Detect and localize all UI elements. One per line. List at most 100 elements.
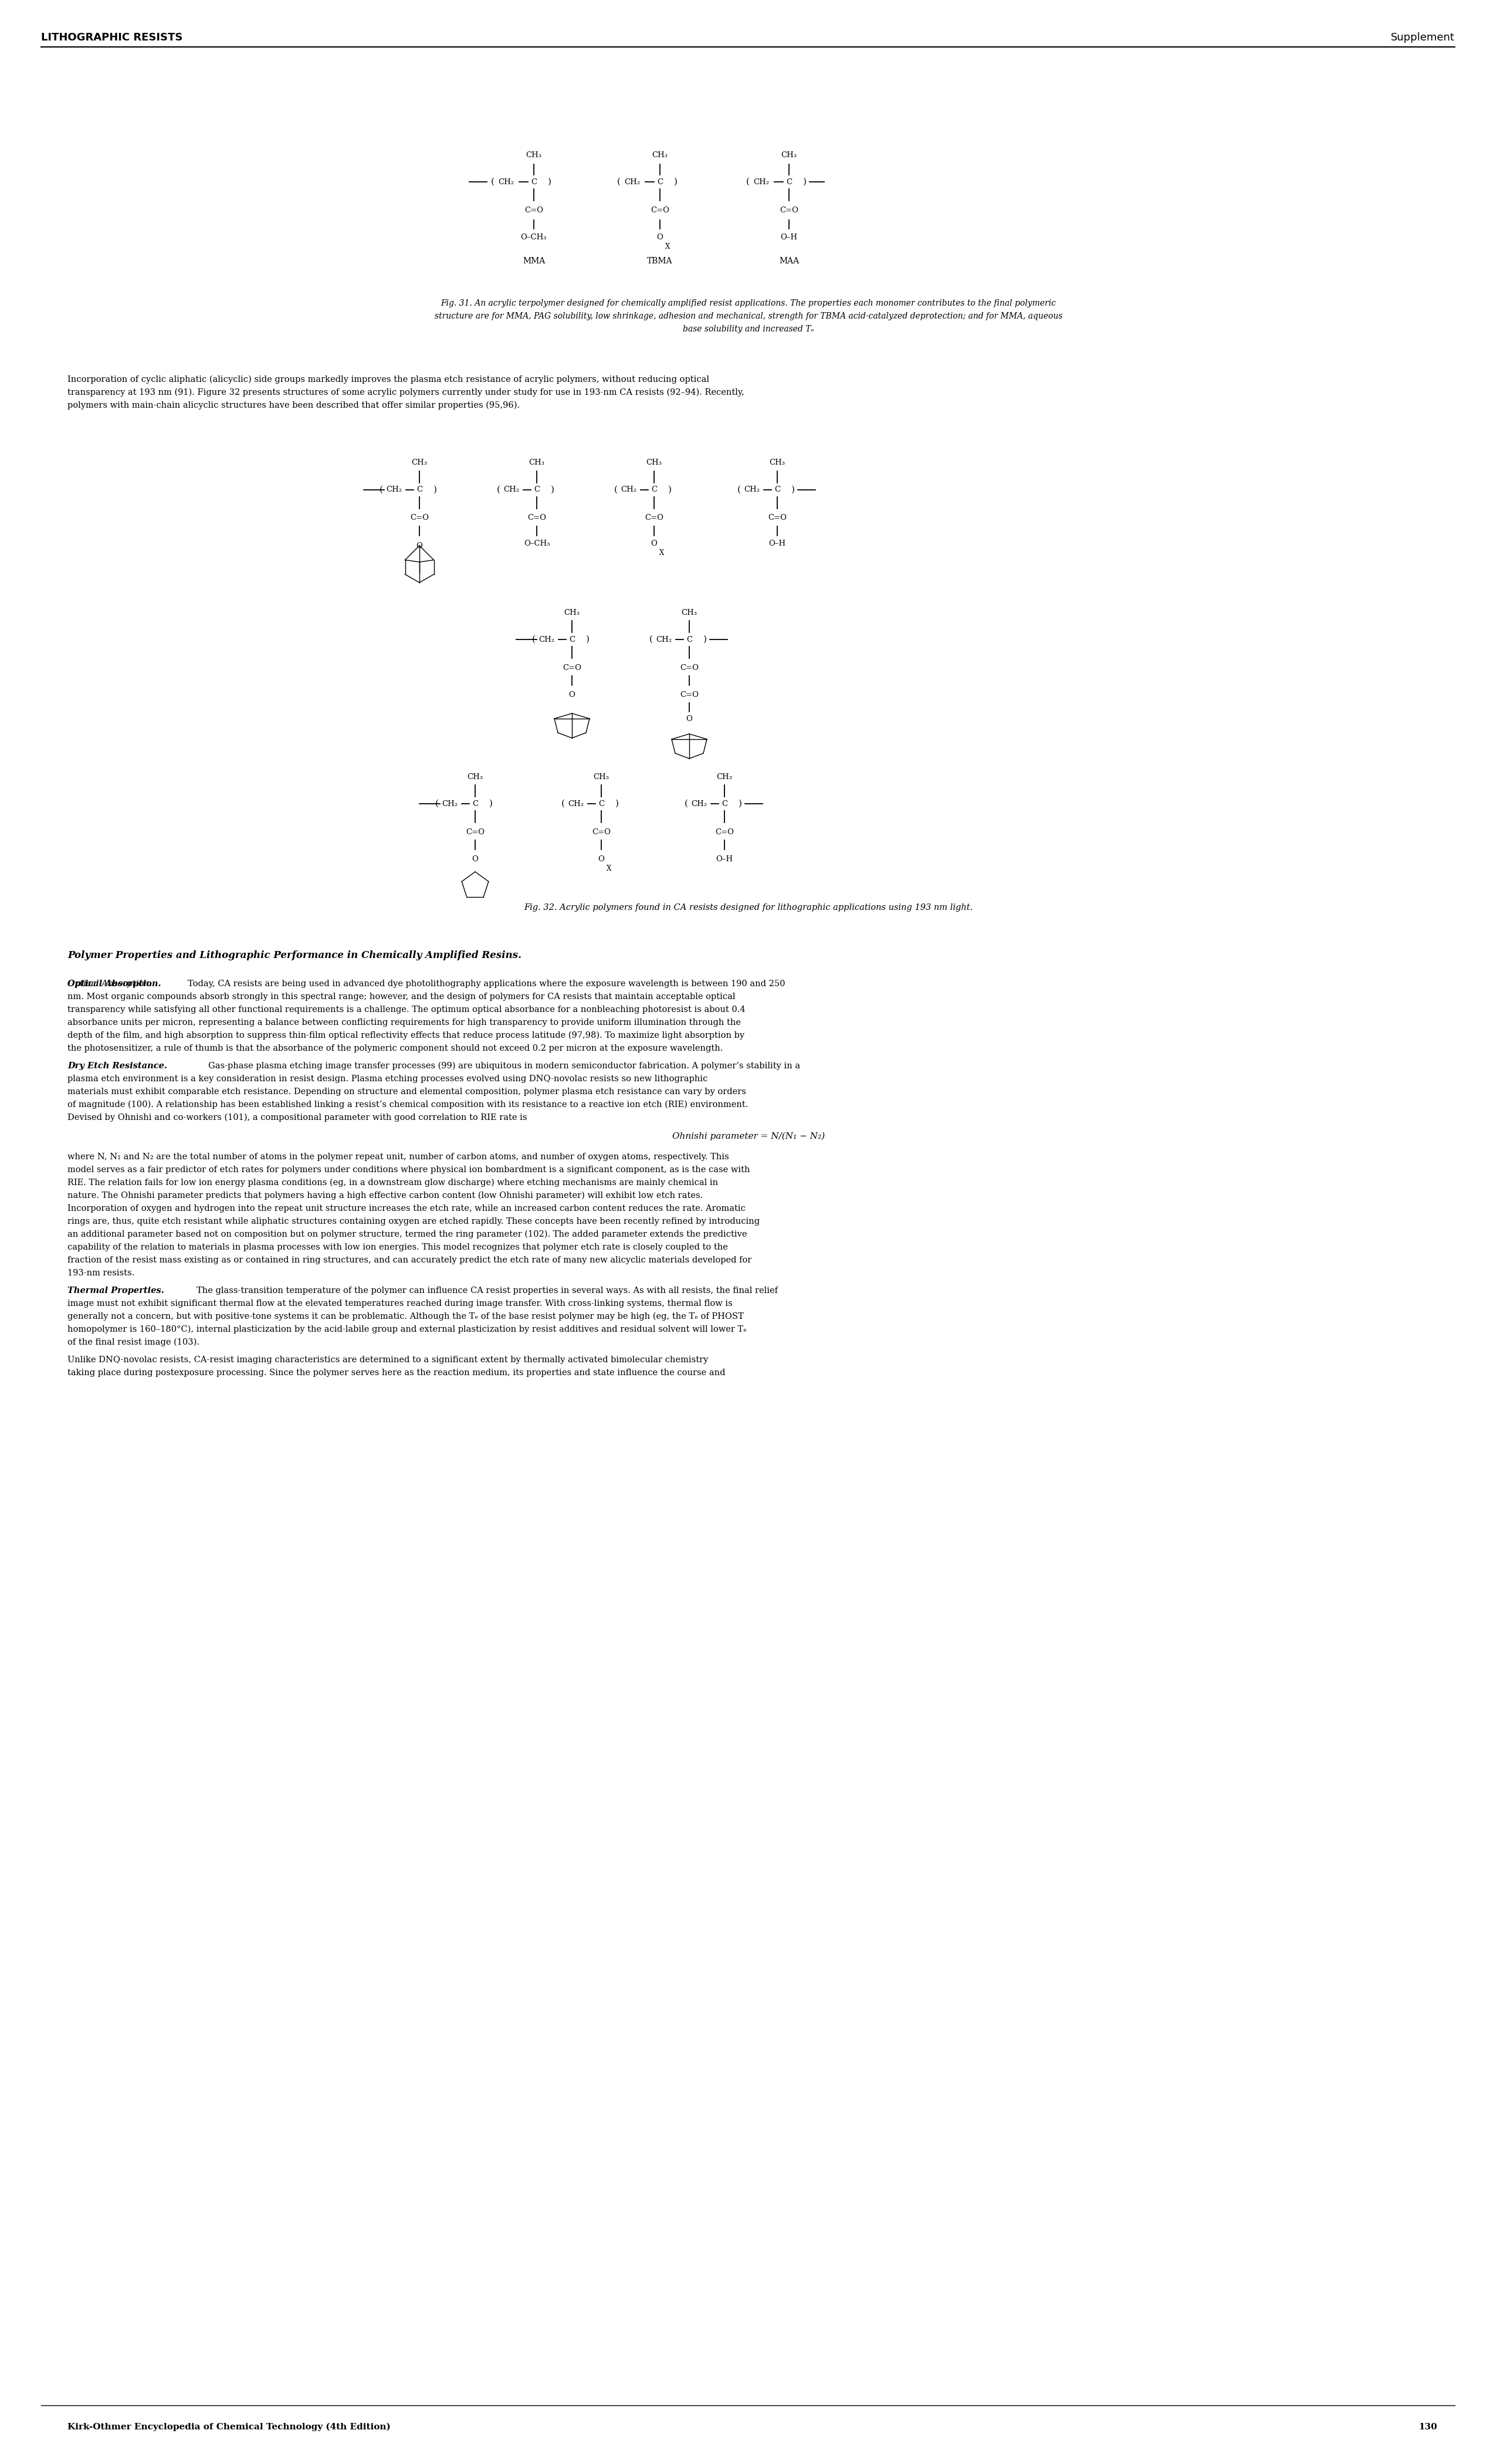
Text: (: ( [614,485,618,493]
Text: C=O: C=O [680,663,699,670]
Text: ): ) [585,636,590,643]
Text: of the final resist image (103).: of the final resist image (103). [67,1338,199,1348]
Text: CH₃: CH₃ [564,609,579,616]
Text: ): ) [704,636,707,643]
Text: materials must exhibit comparable etch resistance. Depending on structure and el: materials must exhibit comparable etch r… [67,1087,746,1096]
Text: an additional parameter based not on composition but on polymer structure, terme: an additional parameter based not on com… [67,1230,747,1239]
Text: generally not a concern, but with positive-tone systems it can be problematic. A: generally not a concern, but with positi… [67,1313,744,1321]
Text: CH₃: CH₃ [653,153,668,160]
Text: C: C [657,177,663,185]
Text: MAA: MAA [778,256,799,266]
Text: Thermal Properties.: Thermal Properties. [67,1286,165,1294]
Text: CH₂: CH₂ [692,801,707,808]
Text: (: ( [746,177,750,185]
Text: Unlike DNQ-novolac resists, CA-resist imaging characteristics are determined to : Unlike DNQ-novolac resists, CA-resist im… [67,1355,708,1365]
Text: MMA: MMA [522,256,545,266]
Text: CH₂: CH₂ [503,485,519,493]
Text: CH₃: CH₃ [647,458,662,466]
Text: depth of the film, and high absorption to suppress thin-film optical reflectivit: depth of the film, and high absorption t… [67,1032,744,1040]
Text: ): ) [674,177,678,185]
Text: C=O: C=O [768,515,786,522]
Text: ): ) [615,801,618,808]
Text: O–H: O–H [716,855,734,862]
Text: CH₂: CH₂ [442,801,458,808]
Text: polymers with main-chain alicyclic structures have been described that offer sim: polymers with main-chain alicyclic struc… [67,402,519,409]
Text: 193-nm resists.: 193-nm resists. [67,1269,135,1276]
Text: C=O: C=O [780,207,798,214]
Text: CH₂: CH₂ [744,485,760,493]
Text: CH₃: CH₃ [781,153,796,160]
Text: CH₃: CH₃ [412,458,427,466]
Text: fraction of the resist mass existing as or contained in ring structures, and can: fraction of the resist mass existing as … [67,1257,751,1264]
Text: RIE. The relation fails for low ion energy plasma conditions (eg, in a downstrea: RIE. The relation fails for low ion ener… [67,1178,719,1188]
Text: CH₂: CH₂ [386,485,403,493]
Text: Gas-phase plasma etching image transfer processes (99) are ubiquitous in modern : Gas-phase plasma etching image transfer … [208,1062,801,1069]
Text: nm. Most organic compounds absorb strongly in this spectral range; however, and : nm. Most organic compounds absorb strong… [67,993,735,1000]
Text: Optical Absorption.: Optical Absorption. [67,981,162,988]
Text: Supplement: Supplement [1391,32,1455,42]
Text: X: X [606,865,611,872]
Text: (: ( [436,801,439,808]
Text: C=O: C=O [410,515,428,522]
Text: of magnitude (100). A relationship has been established linking a resist’s chemi: of magnitude (100). A relationship has b… [67,1101,749,1109]
Text: (: ( [738,485,741,493]
Text: (: ( [650,636,653,643]
Text: CH₂: CH₂ [656,636,672,643]
Text: Devised by Ohnishi and co-workers (101), a compositional parameter with good cor: Devised by Ohnishi and co-workers (101),… [67,1114,527,1121]
Text: C: C [651,485,657,493]
Text: O: O [416,542,422,549]
Text: C: C [599,801,605,808]
Text: Optical Absorption.: Optical Absorption. [67,981,151,988]
Text: O: O [472,855,479,862]
Text: X: X [659,549,665,557]
Text: Incorporation of cyclic aliphatic (alicyclic) side groups markedly improves the : Incorporation of cyclic aliphatic (alicy… [67,375,710,384]
Text: C=O: C=O [524,207,543,214]
Text: Dry Etch Resistance.: Dry Etch Resistance. [67,1062,168,1069]
Text: Polymer Properties and Lithographic Performance in Chemically Amplified Resins.: Polymer Properties and Lithographic Perf… [67,951,521,961]
Text: image must not exhibit significant thermal flow at the elevated temperatures rea: image must not exhibit significant therm… [67,1299,732,1308]
Text: O: O [651,540,657,547]
Text: ): ) [668,485,672,493]
Text: transparency while satisfying all other functional requirements is a challenge. : transparency while satisfying all other … [67,1005,746,1013]
Text: C=O: C=O [651,207,669,214]
Text: LITHOGRAPHIC RESISTS: LITHOGRAPHIC RESISTS [40,32,183,42]
Text: ): ) [551,485,554,493]
Text: CH₃: CH₃ [528,458,545,466]
Text: C: C [416,485,422,493]
Text: C=O: C=O [645,515,663,522]
Text: (: ( [497,485,500,493]
Text: C=O: C=O [716,828,734,835]
Text: plasma etch environment is a key consideration in resist design. Plasma etching : plasma etch environment is a key conside… [67,1074,708,1084]
Text: C: C [472,801,478,808]
Text: CH₃: CH₃ [769,458,784,466]
Text: ): ) [738,801,743,808]
Text: O: O [657,234,663,241]
Text: O: O [599,855,605,862]
Text: O–CH₃: O–CH₃ [524,540,549,547]
Text: Ohnishi parameter = N/(N₁ − N₂): Ohnishi parameter = N/(N₁ − N₂) [672,1133,825,1141]
Text: C=O: C=O [563,663,581,670]
Text: C: C [722,801,728,808]
Text: CH₂: CH₂ [753,177,769,185]
Text: CH₃: CH₃ [593,774,609,781]
Text: ): ) [490,801,493,808]
Text: rings are, thus, quite etch resistant while aliphatic structures containing oxyg: rings are, thus, quite etch resistant wh… [67,1217,759,1225]
Text: capability of the relation to materials in plasma processes with low ion energie: capability of the relation to materials … [67,1244,728,1252]
Text: C=O: C=O [527,515,546,522]
Text: X: X [665,241,671,251]
Text: CH₃: CH₃ [681,609,698,616]
Text: ): ) [802,177,807,185]
Text: transparency at 193 nm (91). Figure 32 presents structures of some acrylic polym: transparency at 193 nm (91). Figure 32 p… [67,389,744,397]
Text: 130: 130 [1419,2422,1437,2432]
Text: CH₂: CH₂ [621,485,636,493]
Text: CH₃: CH₃ [525,153,542,160]
Text: C: C [786,177,792,185]
Text: Incorporation of oxygen and hydrogen into the repeat unit structure increases th: Incorporation of oxygen and hydrogen int… [67,1205,746,1212]
Text: C=O: C=O [680,692,699,700]
Text: Fig. 32. Acrylic polymers found in CA resists designed for lithographic applicat: Fig. 32. Acrylic polymers found in CA re… [524,904,973,912]
Text: (: ( [561,801,564,808]
Text: Fig. 31. An acrylic terpolymer designed for chemically amplified resist applicat: Fig. 31. An acrylic terpolymer designed … [440,298,1057,308]
Text: C: C [774,485,780,493]
Text: (: ( [380,485,383,493]
Text: C: C [534,485,540,493]
